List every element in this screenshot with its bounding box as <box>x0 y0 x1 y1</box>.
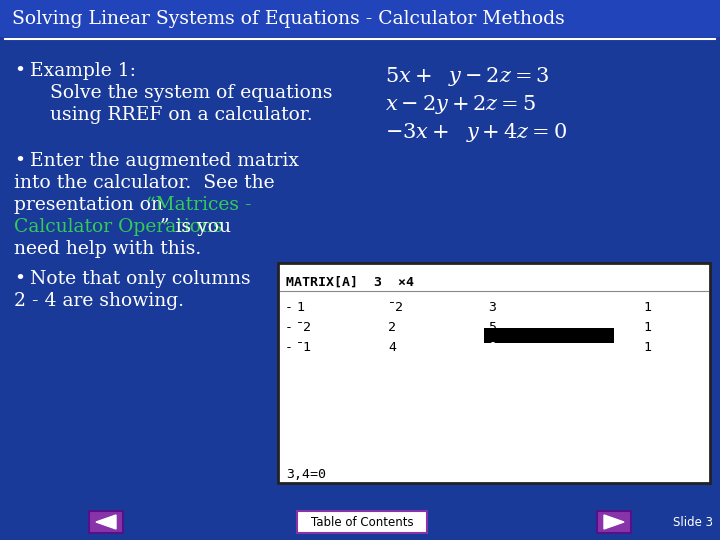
Text: ¯2: ¯2 <box>388 301 404 314</box>
Text: 3: 3 <box>488 301 496 314</box>
Text: -: - <box>285 341 293 354</box>
Text: 1: 1 <box>643 301 651 314</box>
Text: -: - <box>285 321 293 334</box>
Text: 1: 1 <box>643 341 651 354</box>
Text: •: • <box>14 152 25 170</box>
Text: Note that only columns: Note that only columns <box>30 270 251 288</box>
Text: need help with this.: need help with this. <box>14 240 202 258</box>
Text: Slide 3: Slide 3 <box>673 516 713 529</box>
Text: 4: 4 <box>388 341 396 354</box>
FancyBboxPatch shape <box>484 327 614 343</box>
Text: Table of Contents: Table of Contents <box>311 516 413 529</box>
Text: Calculator Operations: Calculator Operations <box>14 218 222 236</box>
FancyBboxPatch shape <box>597 511 631 533</box>
Text: 5: 5 <box>488 321 496 334</box>
Text: presentation on: presentation on <box>14 196 169 214</box>
FancyBboxPatch shape <box>0 0 720 37</box>
FancyBboxPatch shape <box>297 511 427 533</box>
Text: 2 - 4 are showing.: 2 - 4 are showing. <box>14 292 184 310</box>
FancyBboxPatch shape <box>278 263 710 483</box>
Text: 1: 1 <box>643 321 651 334</box>
Text: MATRIX[A]  3  ×4: MATRIX[A] 3 ×4 <box>286 276 414 289</box>
Text: 1: 1 <box>296 301 304 314</box>
Text: 0: 0 <box>488 341 496 354</box>
Polygon shape <box>604 515 624 529</box>
Text: $x - 2y + 2z = 5$: $x - 2y + 2z = 5$ <box>385 93 536 116</box>
Text: -: - <box>285 301 293 314</box>
Text: •: • <box>14 270 25 288</box>
Text: $-3x +\ \ y + 4z = 0$: $-3x +\ \ y + 4z = 0$ <box>385 121 567 144</box>
Text: into the calculator.  See the: into the calculator. See the <box>14 174 274 192</box>
Text: “Matrices -: “Matrices - <box>146 196 251 214</box>
Text: Solving Linear Systems of Equations - Calculator Methods: Solving Linear Systems of Equations - Ca… <box>12 10 564 28</box>
Text: ¯2: ¯2 <box>296 321 312 334</box>
Text: 2: 2 <box>388 321 396 334</box>
Text: $5x +\ \ y - 2z = 3$: $5x +\ \ y - 2z = 3$ <box>385 65 549 88</box>
Text: using RREF on a calculator.: using RREF on a calculator. <box>50 106 312 124</box>
Text: Solve the system of equations: Solve the system of equations <box>50 84 333 102</box>
Polygon shape <box>96 515 116 529</box>
Text: ” is you: ” is you <box>160 218 231 236</box>
Text: ¯1: ¯1 <box>296 341 312 354</box>
Text: •: • <box>14 62 25 80</box>
Text: 3,4=0: 3,4=0 <box>286 468 326 481</box>
Text: Enter the augmented matrix: Enter the augmented matrix <box>30 152 299 170</box>
FancyBboxPatch shape <box>89 511 123 533</box>
Text: Example 1:: Example 1: <box>30 62 136 80</box>
